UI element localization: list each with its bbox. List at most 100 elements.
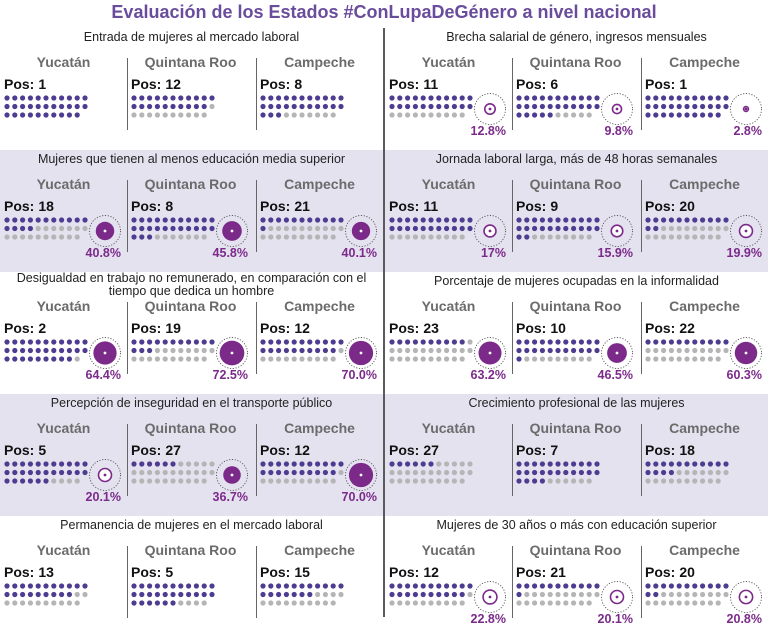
rank-dot-inactive (420, 356, 426, 362)
rank-dot-inactive (4, 234, 10, 240)
position-label: Pos: 21 (260, 198, 310, 214)
rank-dot-inactive (338, 347, 344, 354)
rank-dot-inactive (178, 234, 184, 240)
rank-dot-inactive (715, 469, 721, 476)
state-name: Yucatán (36, 420, 91, 436)
rank-dot-active (420, 339, 426, 345)
rank-dot-active (299, 583, 305, 589)
reference-ring (730, 215, 762, 247)
rank-dot-inactive (283, 225, 289, 232)
rank-dot-active (12, 478, 18, 484)
rank-dot-inactive (389, 356, 395, 362)
rank-dot-inactive (315, 225, 321, 232)
rank-dot-inactive (451, 356, 457, 362)
rank-dot-active (43, 112, 49, 118)
rank-dot-active (315, 583, 321, 589)
rank-dot-active (586, 339, 592, 345)
ranking-dots (131, 583, 215, 606)
rank-dot-inactive (571, 600, 577, 606)
rank-dot-inactive (170, 347, 176, 354)
rank-dot-active (684, 583, 690, 589)
rank-dot-active (170, 103, 176, 110)
rank-dot-active (428, 95, 434, 101)
rank-dot-active (700, 583, 706, 589)
rank-dot-inactive (571, 112, 577, 118)
rank-dot-inactive (707, 469, 713, 476)
reference-ring (345, 459, 377, 491)
rank-dot-inactive (451, 112, 457, 118)
rank-dot-active (43, 103, 49, 110)
rank-dot-active (707, 583, 713, 589)
state-name: Campeche (669, 420, 740, 436)
rank-dot-inactive (668, 347, 674, 354)
rank-dot-active (66, 583, 72, 589)
state-cell-yucatan: Yucatán Pos: 18 40.8% (0, 176, 127, 272)
position-prefix: Pos: (516, 564, 547, 580)
rank-dot-active (178, 339, 184, 345)
rank-dot-active (684, 95, 690, 101)
rank-dot-active (653, 95, 659, 101)
rank-dot-active (260, 95, 266, 101)
rank-dot-inactive (436, 600, 442, 606)
rank-dot-active (676, 112, 682, 118)
rank-dot-active (193, 217, 199, 223)
rank-dot-inactive (260, 600, 266, 606)
position-prefix: Pos: (4, 320, 35, 336)
rank-dot-active (653, 225, 659, 232)
rank-dot-active (532, 225, 538, 232)
rank-dot-active (43, 461, 49, 467)
rank-dot-active (147, 600, 153, 606)
rank-dot-active (586, 583, 592, 589)
rank-dot-active (532, 347, 538, 354)
rank-dot-active (405, 95, 411, 101)
position-label: Pos: 10 (516, 320, 566, 336)
rank-dot-inactive (451, 478, 457, 484)
rank-dot-active (209, 339, 215, 345)
indicator-section: Porcentaje de mujeres ocupadas en la inf… (385, 272, 768, 394)
indicator-section: Brecha salarial de género, ingresos mens… (385, 28, 768, 150)
rank-dot-active (547, 112, 553, 118)
rank-dot-active (66, 112, 72, 118)
rank-dot-active (299, 469, 305, 476)
rank-dot-active (35, 583, 41, 589)
rank-dot-inactive (444, 461, 450, 467)
state-cell-yucatan: Yucatán Pos: 27 (385, 420, 512, 516)
rank-dot-active (405, 217, 411, 223)
indicator-title: Entrada de mujeres al mercado laboral (83, 30, 300, 44)
rank-dot-inactive (668, 225, 674, 232)
rank-dot-inactive (676, 225, 682, 232)
ranking-dots (260, 583, 344, 606)
rank-dot-active (516, 347, 522, 354)
rank-dot-inactive (428, 234, 434, 240)
rank-dot-active (547, 217, 553, 223)
rank-dot-active (147, 591, 153, 598)
rank-dot-inactive (715, 225, 721, 232)
state-cell-quintana-roo: Quintana Roo Pos: 6 9.8% (512, 54, 639, 150)
indicator-section: Permanencia de mujeres en el mercado lab… (0, 516, 383, 638)
rank-dot-inactive (291, 225, 297, 232)
rank-dot-active (51, 347, 57, 354)
rank-dot-inactive (451, 600, 457, 606)
rank-dot-inactive (315, 591, 321, 598)
rank-dot-inactive (283, 356, 289, 362)
rank-dot-inactive (692, 347, 698, 354)
rank-dot-active (315, 461, 321, 467)
rank-dot-active (131, 461, 137, 467)
rank-dot-active (645, 217, 651, 223)
rank-dot-active (131, 339, 137, 345)
rank-dot-active (668, 95, 674, 101)
rank-dot-active (4, 217, 10, 223)
rank-dot-active (532, 103, 538, 110)
rank-dot-inactive (307, 478, 313, 484)
percentage-circle (730, 581, 762, 613)
rank-dot-active (524, 478, 530, 484)
rank-dot-active (276, 591, 282, 598)
rank-dot-active (668, 469, 674, 476)
cell-divider (127, 58, 128, 130)
indicator-section: Jornada laboral larga, más de 48 horas s… (385, 150, 768, 272)
rank-dot-active (707, 112, 713, 118)
center-dot (359, 473, 363, 477)
rank-dot-active (35, 356, 41, 362)
rank-dot-active (59, 356, 65, 362)
rank-dot-inactive (330, 591, 336, 598)
